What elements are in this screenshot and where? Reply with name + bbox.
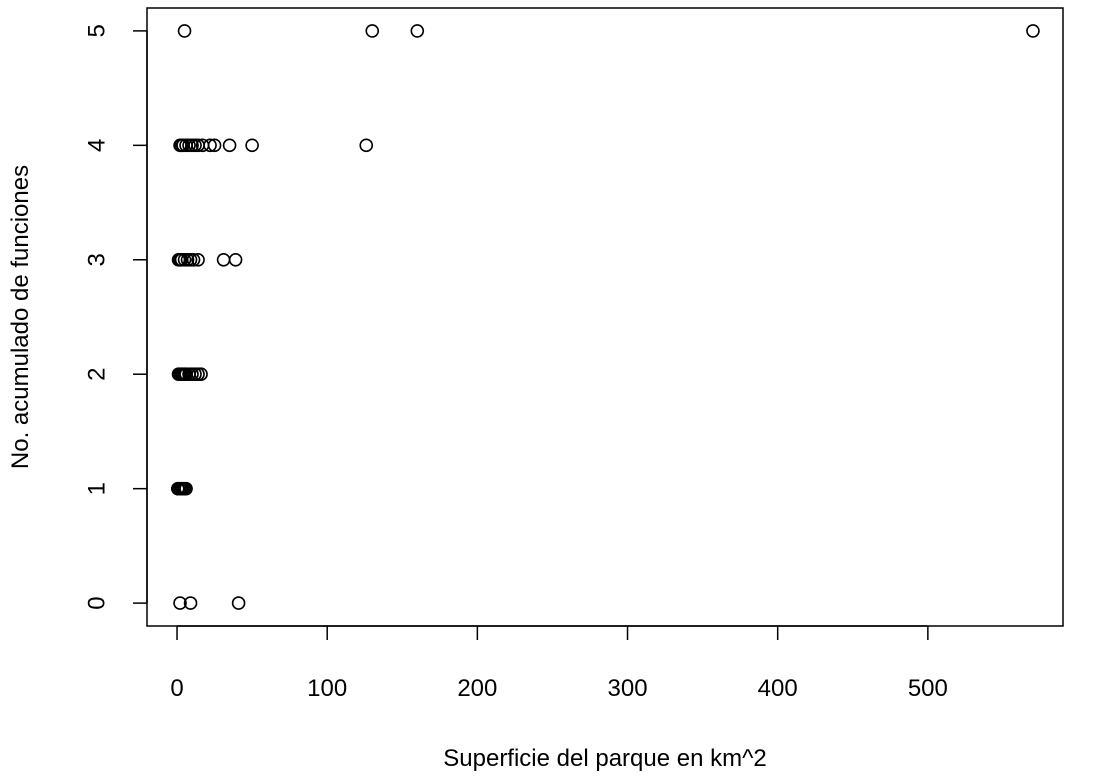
y-tick-label: 3	[84, 253, 111, 266]
data-point	[183, 596, 198, 610]
x-tick-label: 300	[608, 675, 648, 702]
y-tick-label: 1	[84, 482, 111, 495]
data-point	[173, 138, 187, 153]
data-point	[359, 138, 374, 153]
x-axis: 0 100 200 300 400 500	[170, 625, 948, 702]
x-axis-label: Superficie del parque en km^2	[443, 745, 766, 772]
data-point	[231, 596, 246, 610]
data-point	[171, 252, 186, 267]
data-point	[195, 138, 210, 153]
data-point	[173, 596, 187, 610]
y-tick-label: 2	[84, 368, 111, 381]
y-tick-label: 4	[84, 139, 111, 152]
data-point	[365, 24, 380, 38]
x-tick-label: 500	[908, 675, 948, 702]
y-axis-label: No. acumulado de funciones	[7, 165, 34, 469]
data-point	[1026, 24, 1040, 38]
data-point	[222, 138, 237, 153]
data-point	[216, 252, 231, 267]
data-point	[245, 138, 259, 153]
y-tick-label: 0	[84, 596, 111, 609]
data-point	[191, 252, 205, 267]
x-tick-label: 100	[307, 675, 347, 702]
y-axis: 0 1 2 3 4 5	[84, 24, 148, 610]
y-tick-label: 5	[84, 24, 111, 37]
data-point	[171, 367, 186, 382]
data-point	[170, 481, 185, 496]
x-tick-label: 400	[758, 675, 798, 702]
x-tick-label: 200	[457, 675, 497, 702]
plot-frame	[146, 7, 1064, 627]
data-points	[170, 24, 1040, 610]
data-point	[410, 24, 425, 38]
x-tick-label: 0	[170, 675, 183, 702]
data-point	[177, 24, 192, 38]
data-point	[228, 252, 243, 267]
